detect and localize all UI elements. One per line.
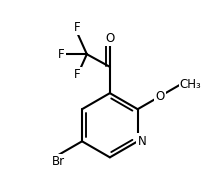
Text: Br: Br — [52, 155, 65, 168]
Text: F: F — [74, 68, 81, 81]
Text: F: F — [58, 48, 64, 61]
Text: CH₃: CH₃ — [180, 78, 202, 91]
Text: O: O — [156, 90, 165, 103]
Text: O: O — [105, 32, 114, 44]
Text: F: F — [74, 21, 81, 34]
Text: N: N — [138, 135, 146, 148]
